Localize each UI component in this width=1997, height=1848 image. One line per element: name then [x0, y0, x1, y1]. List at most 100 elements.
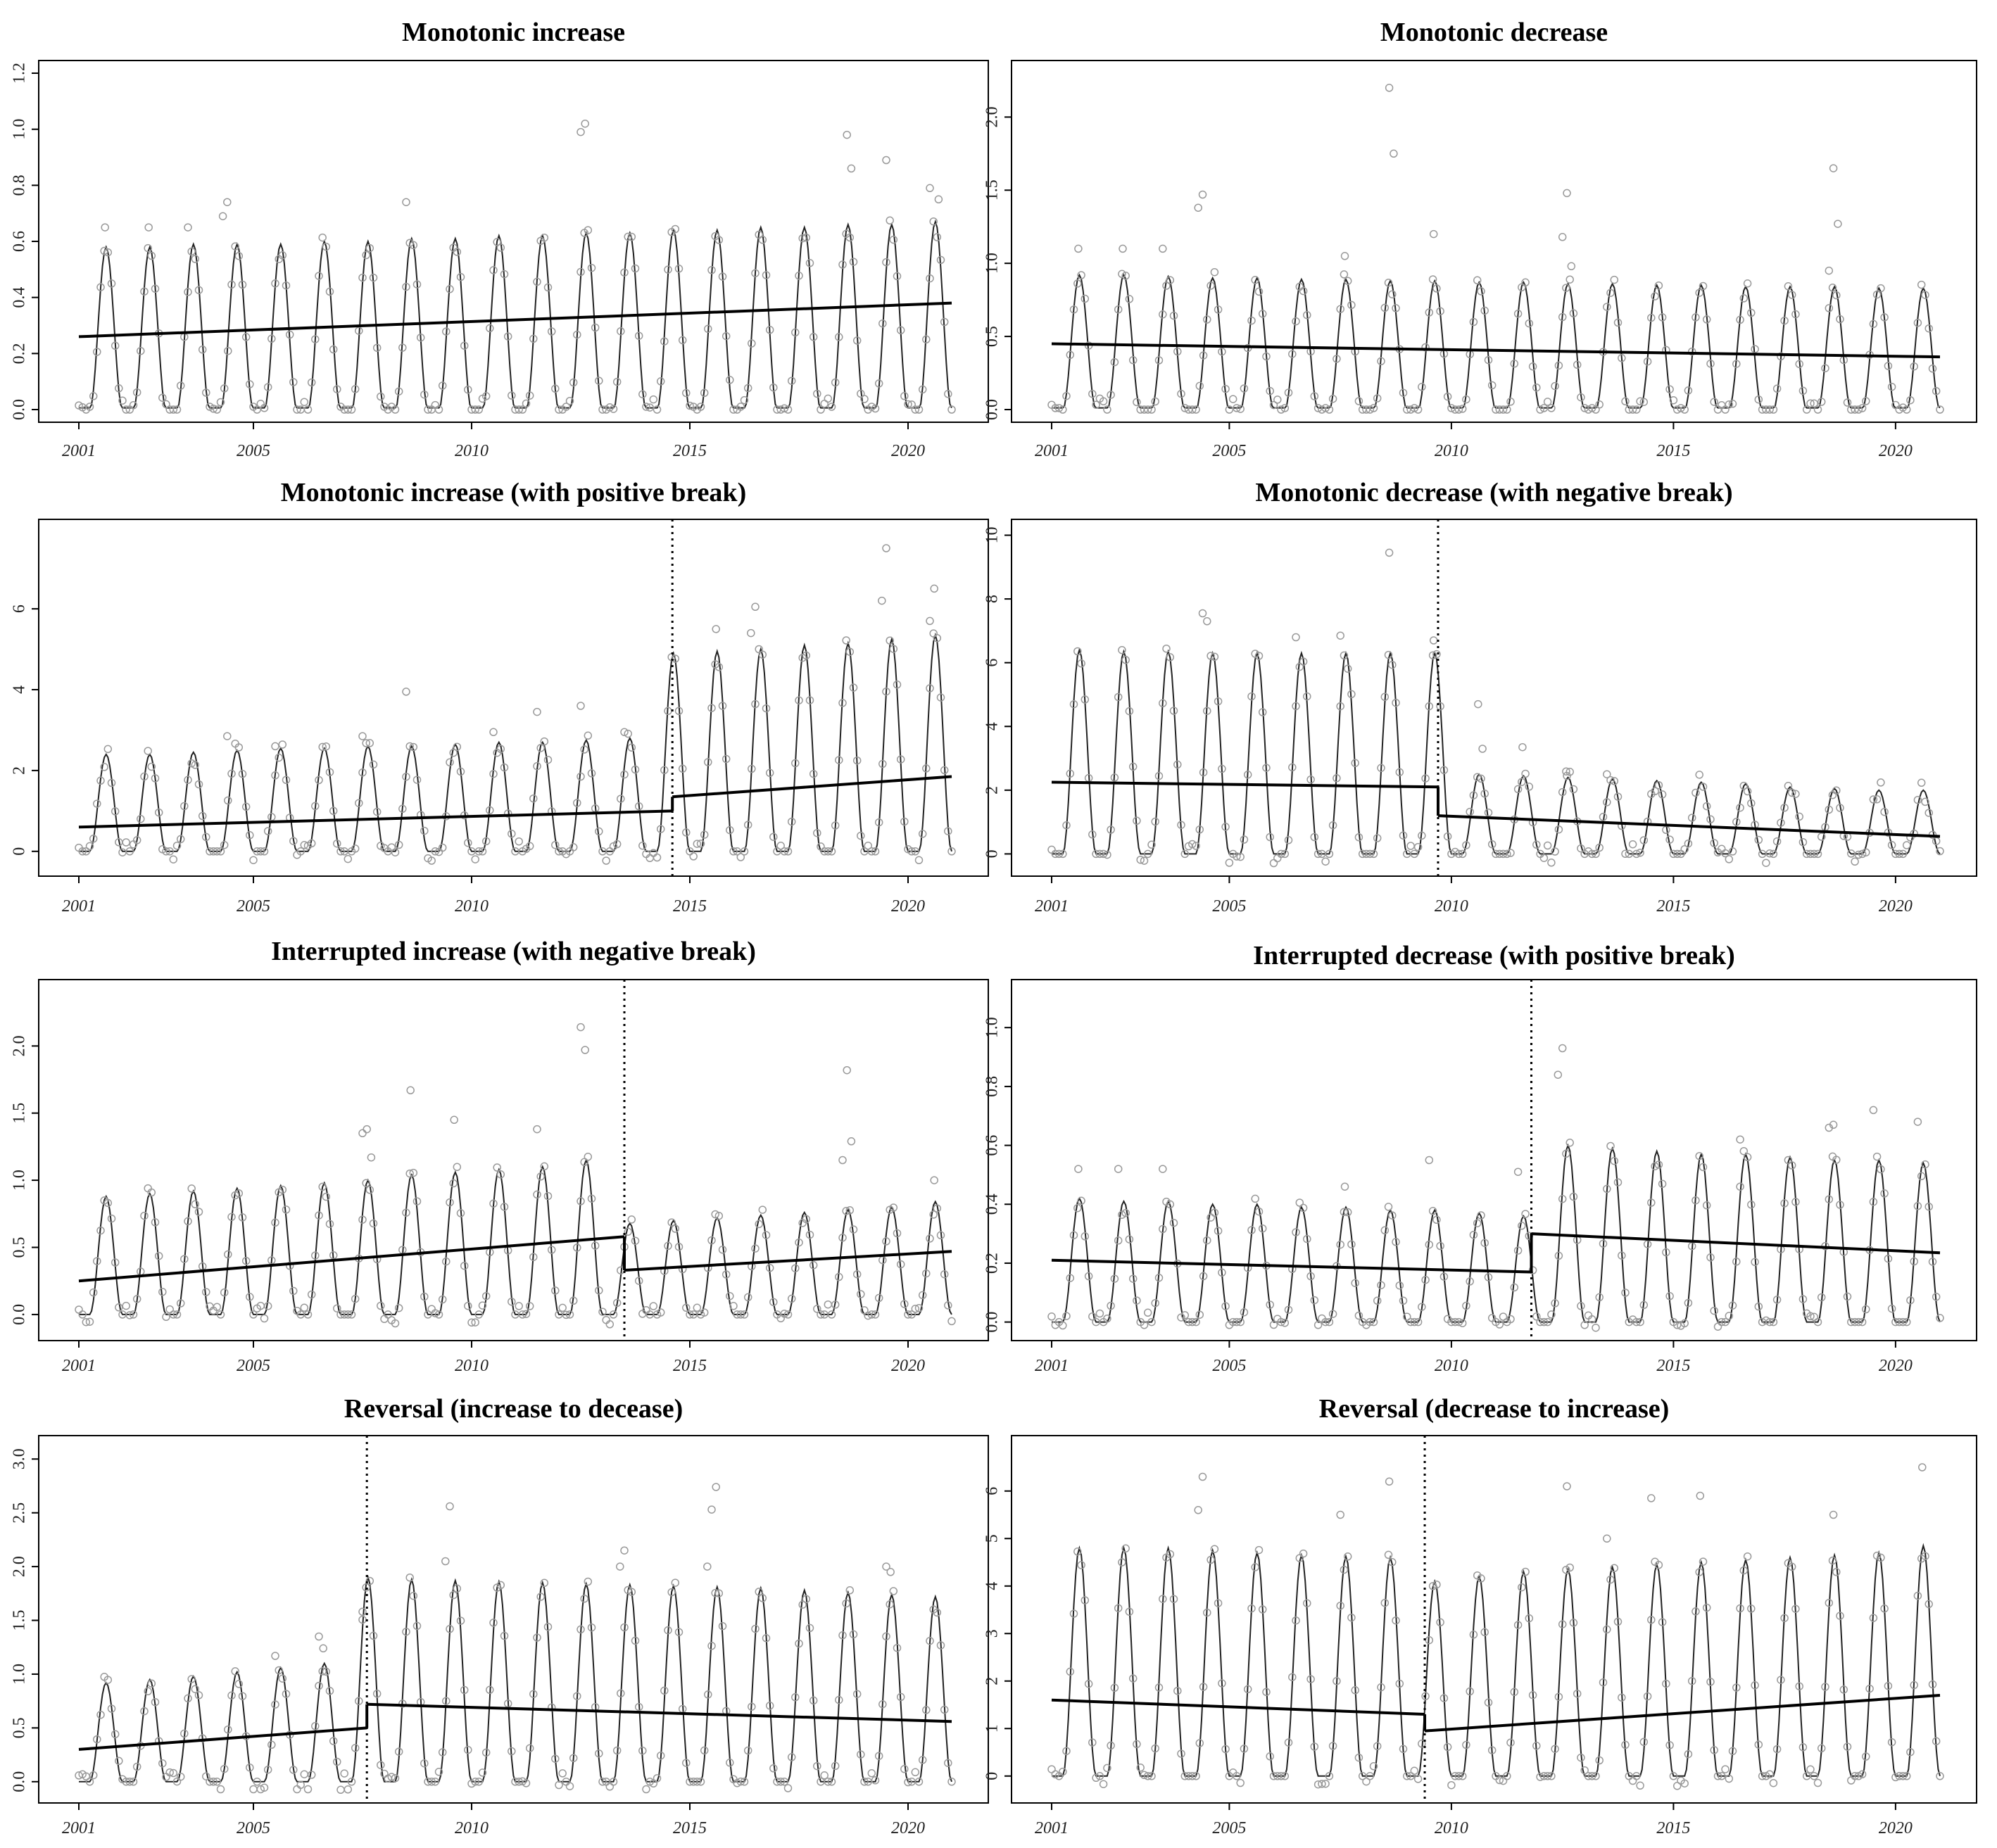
observation-point — [132, 836, 141, 844]
observation-point — [867, 847, 876, 856]
observation-point — [1692, 788, 1700, 797]
observation-point — [1718, 1772, 1726, 1780]
observation-point — [762, 1231, 771, 1239]
outlier-point — [1518, 742, 1527, 752]
observation-point — [129, 1310, 138, 1319]
observation-point — [660, 337, 669, 346]
observation-point — [202, 1288, 210, 1296]
observation-point — [1292, 317, 1300, 326]
observation-point — [471, 405, 479, 414]
observation-point — [1458, 1772, 1467, 1780]
outlier-point — [1198, 190, 1207, 199]
observation-point — [460, 1261, 469, 1270]
observation-point — [565, 1782, 574, 1790]
observation-point — [293, 1785, 301, 1794]
observation-point — [1706, 1253, 1715, 1262]
observation-point — [783, 1784, 793, 1792]
observation-point — [449, 748, 458, 757]
observation-point — [1236, 852, 1245, 861]
observation-point — [1665, 1292, 1674, 1300]
observation-point — [1403, 1772, 1411, 1780]
observation-point — [795, 1238, 803, 1247]
observation-point — [1858, 1770, 1867, 1779]
observation-point — [1436, 1241, 1444, 1251]
observation-point — [620, 268, 629, 277]
observation-point — [1684, 1749, 1693, 1759]
observation-point — [1092, 400, 1100, 409]
observation-point — [191, 1200, 200, 1209]
observation-point — [1924, 324, 1933, 333]
observation-point — [1817, 398, 1826, 406]
x-tick-label: 2005 — [1212, 442, 1246, 460]
outlier-point — [533, 1125, 541, 1134]
observation-point — [671, 224, 680, 234]
observation-point — [1462, 395, 1470, 404]
observation-point — [1573, 1689, 1582, 1698]
outlier-point — [1696, 1491, 1705, 1500]
observation-point — [194, 780, 203, 789]
observation-point — [365, 1576, 374, 1586]
observation-point — [420, 390, 429, 399]
observation-point — [275, 753, 283, 762]
x-tick-label: 2005 — [1212, 1819, 1246, 1837]
observation-point — [882, 687, 890, 696]
observation-point — [82, 1317, 91, 1327]
observation-point — [1880, 807, 1889, 816]
observation-point — [1266, 833, 1274, 842]
observation-point — [831, 378, 840, 387]
seasonal-fit-line — [1052, 647, 1941, 855]
observation-point — [1636, 397, 1644, 406]
observation-point — [147, 762, 156, 771]
observation-point — [944, 1301, 952, 1310]
observation-point — [911, 1305, 920, 1313]
observation-point — [1377, 764, 1385, 773]
observation-point — [1569, 785, 1578, 794]
observation-point — [1073, 1203, 1082, 1213]
x-tick-label: 2015 — [673, 1357, 707, 1375]
observation-point — [1787, 1562, 1796, 1571]
observation-point — [85, 403, 94, 411]
outlier-point — [1429, 636, 1438, 645]
observation-point — [1887, 382, 1896, 391]
observation-point — [1077, 1196, 1085, 1205]
observation-point — [540, 233, 549, 242]
observation-point — [202, 833, 210, 842]
observation-point — [496, 1581, 505, 1590]
observation-point — [1910, 829, 1918, 838]
observation-point — [172, 405, 182, 414]
outlier-point — [1340, 1182, 1349, 1191]
observation-point — [711, 1588, 719, 1597]
plot-frame — [1011, 519, 1977, 877]
observation-point — [704, 324, 712, 334]
observation-point — [481, 1291, 491, 1300]
observation-point — [1558, 787, 1567, 797]
observation-point — [267, 1740, 276, 1749]
observation-point — [1436, 307, 1444, 315]
observation-point — [460, 1685, 469, 1695]
observation-point — [1787, 788, 1796, 797]
observation-point — [333, 1757, 341, 1766]
observation-point — [631, 765, 640, 774]
observation-point — [1392, 1616, 1400, 1625]
observation-point — [1428, 651, 1437, 659]
observation-point — [1554, 825, 1563, 834]
observation-point — [1577, 1753, 1585, 1762]
observation-point — [1795, 812, 1803, 821]
observation-point — [1680, 844, 1689, 854]
observation-point — [184, 1694, 192, 1703]
observation-point — [1203, 707, 1211, 715]
observation-point — [783, 405, 793, 414]
observation-point — [769, 1764, 778, 1773]
observation-point — [831, 1761, 840, 1771]
y-tick-label: 0.0 — [11, 1771, 29, 1792]
observation-point — [1580, 1321, 1589, 1329]
observation-point — [1143, 1772, 1152, 1780]
observation-point — [446, 285, 454, 293]
observation-point — [791, 328, 800, 337]
observation-point — [664, 1626, 672, 1635]
observation-point — [798, 234, 807, 243]
observation-point — [1558, 1620, 1567, 1628]
observation-point — [573, 330, 581, 339]
observation-point — [795, 272, 803, 280]
observation-point — [696, 840, 705, 848]
